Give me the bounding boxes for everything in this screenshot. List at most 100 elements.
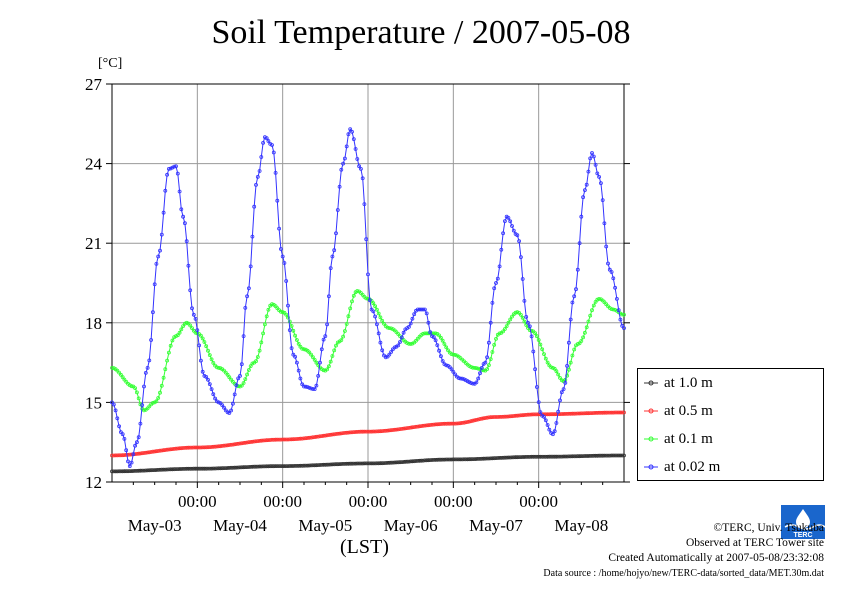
data-point [309, 386, 314, 391]
data-point [599, 181, 603, 186]
data-point [398, 460, 402, 465]
data-point [486, 415, 491, 420]
data-point [147, 358, 152, 363]
data-point [318, 434, 322, 439]
data-point [595, 297, 600, 302]
data-point [190, 306, 194, 311]
data-point [284, 464, 289, 469]
data-point [230, 401, 235, 406]
data-point [355, 157, 360, 161]
data-point [373, 304, 378, 309]
legend-marker-0-5m [644, 408, 658, 414]
data-point [239, 362, 244, 367]
credit-data-source: Data source : /home/hojyo/new/TERC-data/… [543, 568, 824, 579]
data-point [579, 454, 584, 459]
data-point [495, 415, 500, 419]
data-point [278, 437, 283, 442]
data-point [490, 456, 495, 461]
data-point [517, 413, 521, 418]
data-point [533, 331, 537, 336]
data-point [535, 454, 539, 459]
data-point [529, 412, 534, 417]
data-point [424, 458, 429, 463]
data-point [490, 350, 495, 354]
data-point [300, 382, 305, 387]
data-point [204, 374, 209, 379]
data-point [517, 239, 521, 244]
data-point [476, 456, 481, 461]
data-point [220, 403, 225, 408]
data-point [616, 308, 621, 313]
data-point [430, 422, 434, 427]
data-point [232, 442, 237, 447]
data-point [181, 446, 186, 450]
y-tick-label: 27 [85, 75, 103, 94]
data-point [549, 365, 553, 370]
data-point [437, 457, 442, 462]
data-point [280, 437, 285, 442]
data-point [568, 360, 573, 365]
data-point [312, 387, 317, 392]
data-point [243, 305, 248, 310]
data-point [511, 228, 516, 233]
data-point [519, 455, 523, 460]
data-point [567, 367, 571, 372]
data-point [414, 459, 418, 463]
data-point [607, 453, 612, 458]
data-point [207, 382, 212, 387]
data-point [223, 370, 228, 375]
data-point [319, 347, 324, 352]
data-point [149, 338, 154, 342]
data-point [287, 464, 292, 468]
data-point [334, 462, 338, 467]
data-point [389, 350, 394, 354]
data-point [342, 430, 347, 435]
data-point [398, 427, 402, 432]
data-point [239, 383, 244, 388]
data-point [117, 469, 121, 474]
data-point [602, 453, 607, 458]
data-point [188, 466, 193, 471]
data-point [300, 436, 305, 441]
data-point [172, 467, 177, 472]
data-point [492, 286, 497, 291]
data-point [211, 444, 216, 449]
data-point [337, 431, 342, 436]
data-point [387, 326, 392, 331]
data-point [428, 423, 433, 427]
data-point [330, 354, 335, 358]
data-point [335, 208, 340, 212]
data-point [124, 469, 129, 474]
data-point [405, 341, 410, 345]
data-point [460, 376, 465, 381]
data-point [321, 368, 326, 373]
data-point [341, 334, 346, 339]
data-point [401, 426, 406, 431]
data-point [506, 455, 511, 460]
data-point [476, 376, 481, 381]
data-point [303, 436, 308, 441]
data-point [492, 342, 497, 347]
data-point [570, 353, 575, 358]
data-point [607, 267, 612, 272]
data-point [209, 387, 214, 392]
data-point [158, 448, 162, 453]
data-point [323, 433, 328, 438]
data-point [583, 454, 587, 458]
data-point [563, 454, 568, 459]
data-point [421, 331, 426, 336]
data-point [442, 457, 447, 462]
data-point [225, 443, 230, 448]
data-point [389, 460, 394, 465]
data-point [479, 365, 484, 370]
data-point [517, 455, 521, 460]
data-point [533, 367, 537, 372]
data-point [373, 461, 378, 466]
data-point [250, 234, 255, 239]
data-point [316, 373, 321, 378]
data-point [159, 467, 164, 472]
data-point [115, 416, 120, 421]
data-point [524, 412, 529, 417]
data-point [195, 445, 200, 450]
data-point [163, 188, 168, 193]
